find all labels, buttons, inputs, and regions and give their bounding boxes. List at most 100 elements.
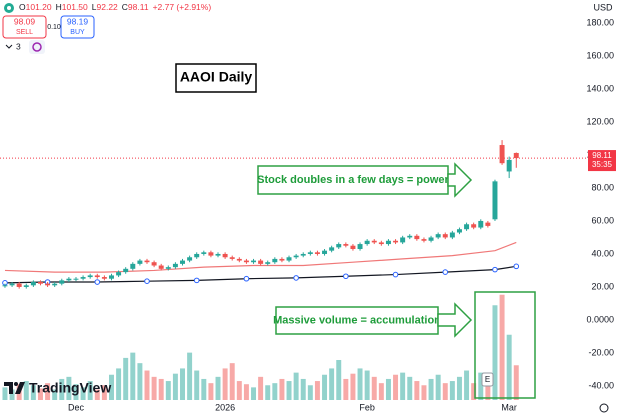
volume-bar bbox=[45, 383, 51, 400]
candle-body bbox=[314, 252, 320, 254]
indicator-button[interactable] bbox=[29, 40, 45, 54]
spread: 0.10 bbox=[47, 24, 61, 31]
y-tick-label: -20.00 bbox=[588, 347, 614, 357]
y-tick-label: 60.00 bbox=[591, 215, 614, 225]
earnings-label: E bbox=[485, 375, 490, 384]
annotation-box bbox=[275, 306, 439, 335]
candle-body bbox=[258, 260, 264, 264]
ohlc-key: C bbox=[122, 2, 128, 12]
volume-bar bbox=[37, 388, 43, 400]
volume-bar bbox=[499, 294, 505, 400]
buy-button[interactable] bbox=[60, 15, 95, 39]
volume-bar bbox=[222, 368, 228, 400]
candle-body bbox=[9, 283, 15, 286]
candle-body bbox=[414, 235, 420, 240]
volume-bar bbox=[9, 389, 15, 400]
plot-area bbox=[0, 140, 588, 400]
volume-bar bbox=[172, 373, 178, 400]
candle-body bbox=[201, 252, 207, 254]
volume-bar bbox=[400, 372, 406, 400]
volume-bar bbox=[251, 387, 257, 400]
volume-bar bbox=[165, 381, 171, 400]
candle-body bbox=[45, 283, 51, 286]
candle-body bbox=[400, 237, 406, 243]
moving-average bbox=[4, 241, 517, 273]
ohlc-value: 98.11 bbox=[128, 2, 149, 12]
candle-body bbox=[222, 253, 228, 258]
volume-bar bbox=[329, 368, 335, 400]
title-box bbox=[175, 63, 257, 93]
candle-body bbox=[378, 242, 384, 245]
volume-bar bbox=[229, 363, 235, 400]
candle-body bbox=[16, 283, 22, 287]
candle-body bbox=[357, 244, 363, 250]
sell-button[interactable] bbox=[2, 15, 47, 39]
volume-bar bbox=[151, 376, 157, 400]
volume-bar bbox=[30, 385, 36, 400]
candle-body bbox=[371, 240, 377, 243]
volume-bar bbox=[300, 378, 306, 400]
volume-bar bbox=[464, 370, 470, 400]
price-tag bbox=[588, 150, 616, 172]
candle-body bbox=[215, 253, 221, 256]
volume-bar bbox=[208, 383, 214, 400]
logo-dot bbox=[14, 382, 18, 386]
indicator-count: 3 bbox=[16, 41, 21, 51]
moving-average bbox=[4, 265, 517, 284]
volume-bar bbox=[201, 378, 207, 400]
candle-body bbox=[307, 252, 313, 254]
candle-body bbox=[350, 245, 356, 250]
volume-bar bbox=[215, 376, 221, 400]
volume-bar bbox=[2, 387, 8, 400]
volume-bar bbox=[314, 381, 320, 400]
candle-body bbox=[151, 262, 157, 266]
volume-bar bbox=[307, 385, 313, 400]
candle-body bbox=[251, 260, 257, 263]
volume-bar bbox=[371, 376, 377, 400]
candle-body bbox=[336, 244, 342, 248]
candle-body bbox=[30, 282, 36, 286]
earnings-marker[interactable] bbox=[481, 372, 494, 387]
annotation-text: Massive volume = accumulation bbox=[273, 314, 441, 326]
candle-body bbox=[485, 222, 491, 226]
volume-bar bbox=[187, 352, 193, 400]
ohlc-key: O bbox=[19, 2, 26, 12]
volume-bar bbox=[265, 385, 271, 400]
candle-body bbox=[478, 220, 484, 228]
candle-body bbox=[421, 239, 427, 241]
toggle-dot bbox=[7, 6, 11, 10]
settings-icon[interactable] bbox=[599, 403, 609, 413]
candle-body bbox=[73, 278, 79, 280]
annotation-arrow bbox=[437, 302, 473, 338]
volume-bar bbox=[485, 381, 491, 400]
candle-body bbox=[279, 258, 285, 261]
candle-body bbox=[180, 260, 185, 264]
volume-bar bbox=[421, 385, 427, 400]
price-tag-value: 98.11 bbox=[592, 151, 612, 160]
candle-body bbox=[116, 272, 122, 276]
volume-bar bbox=[364, 370, 370, 400]
volume-bar bbox=[407, 376, 413, 400]
ma-marker bbox=[144, 278, 150, 284]
candle-body bbox=[172, 263, 178, 268]
candle-body bbox=[137, 260, 143, 264]
candle-body bbox=[442, 234, 448, 238]
volume-bar bbox=[435, 374, 441, 400]
candle-body bbox=[236, 258, 242, 261]
highlight-box bbox=[474, 291, 536, 399]
candle-body bbox=[300, 253, 306, 256]
volume-bar bbox=[343, 378, 349, 400]
x-tick-label: Feb bbox=[359, 402, 375, 412]
candle-body bbox=[80, 277, 86, 279]
volume-bar bbox=[23, 381, 29, 400]
collapse-icon[interactable] bbox=[5, 44, 13, 49]
candle-body bbox=[265, 262, 271, 264]
candle-body bbox=[464, 224, 470, 230]
volume-bar bbox=[293, 372, 299, 400]
volume-bar bbox=[456, 376, 462, 400]
volume-bar bbox=[492, 305, 498, 400]
ohlc-value: 92.22 bbox=[97, 2, 119, 12]
volume-bar bbox=[478, 372, 484, 400]
volume-bar bbox=[194, 370, 200, 400]
candle-body bbox=[208, 252, 214, 256]
